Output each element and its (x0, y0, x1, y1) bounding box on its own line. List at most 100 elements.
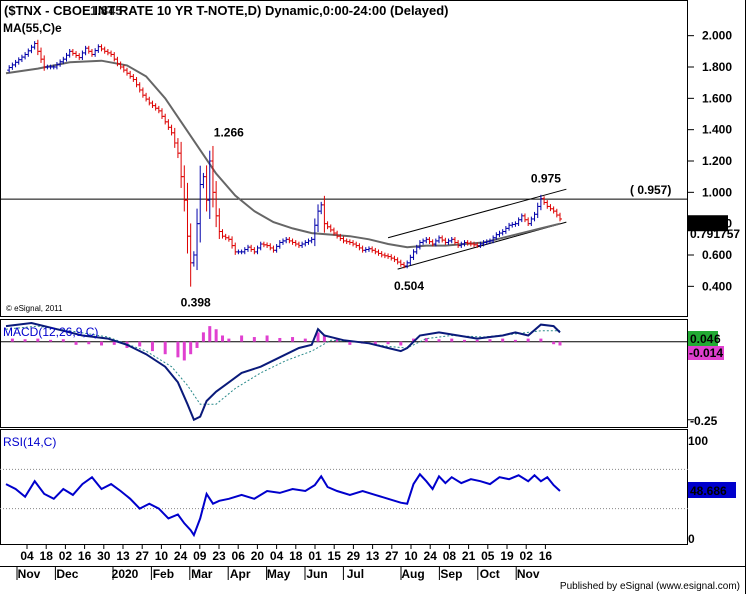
rsi-label: RSI(14,C) (3, 435, 56, 449)
x-day-label: 02 (520, 549, 534, 563)
rsi-value-badge (688, 482, 736, 498)
x-day-label: 20 (251, 549, 265, 563)
macd-hist-bar (182, 341, 186, 361)
x-day-label: 16 (539, 549, 553, 563)
macd-hist-bar (488, 339, 492, 342)
x-month-label: Dec (56, 567, 78, 581)
macd-hist-bar (278, 337, 282, 342)
chart-title: ($TNX - CBOE INT RATE 10 YR T-NOTE,D) Dy… (4, 3, 449, 18)
price-ytick-label: 1.600 (702, 91, 732, 105)
macd-hist-bar (539, 338, 543, 342)
price-ytick-label: 1.200 (702, 154, 732, 168)
macd-hist-bar (399, 341, 403, 346)
rsi-layer: 100 0 48.686 (0, 434, 736, 546)
x-day-label: 18 (40, 549, 54, 563)
x-day-label: 18 (289, 549, 303, 563)
macd-hist-bar (49, 339, 53, 342)
x-day-label: 08 (443, 549, 457, 563)
price-ytick-label: 0.600 (702, 248, 732, 262)
x-month-label: Nov (18, 567, 41, 581)
rsi-ytick-label: 0 (688, 532, 695, 546)
x-day-label: 30 (97, 549, 111, 563)
price-panel (0, 0, 688, 317)
x-month-label: Feb (153, 567, 174, 581)
x-day-label: 15 (328, 549, 342, 563)
macd-value-suffix: 6 (714, 332, 721, 346)
macd-hist-bar (227, 338, 231, 342)
macd-hist-bar (501, 338, 505, 342)
x-month-label: 2020 (112, 567, 139, 581)
price-ytick-label: 1.000 (702, 185, 732, 199)
price-ytick-label: 0.400 (702, 279, 732, 293)
price-layer: 2.0001.8001.6001.4001.2001.0000.8000.600… (0, 29, 740, 310)
macd-hist-bar (265, 335, 269, 342)
macd-hist-bar (348, 341, 352, 345)
macd-hist-bar (303, 338, 307, 342)
x-day-label: 27 (136, 549, 150, 563)
x-day-label: 01 (308, 549, 322, 563)
title-overlay: 1.845 (90, 3, 123, 18)
ma-label: MA(55,C)e (3, 21, 62, 35)
macd-hist-bar (513, 339, 517, 342)
x-day-label: 13 (366, 549, 380, 563)
price-ytick-label: 1.400 (702, 123, 732, 137)
channel-upper-line (387, 188, 567, 239)
macd-hist-bar (316, 332, 320, 342)
macd-hist-bar (437, 339, 441, 342)
macd-hist-bar (208, 326, 212, 342)
price-ytick-label: 2.000 (702, 29, 732, 43)
macd-hist-bar (386, 341, 390, 345)
macd-hist-bar (412, 338, 416, 342)
x-month-label: Oct (480, 567, 500, 581)
x-day-label: 09 (193, 549, 207, 563)
x-month-label: May (267, 567, 291, 581)
macd-hist-bar (87, 341, 91, 345)
macd-hist-bar (201, 332, 205, 342)
macd-hist-bar (240, 335, 244, 342)
x-month-label: Apr (230, 567, 251, 581)
x-day-label: 13 (116, 549, 130, 563)
macd-hist-bar (214, 329, 218, 342)
macd-hist-bar (138, 341, 142, 347)
x-day-label: 02 (59, 549, 73, 563)
macd-hist-bar (36, 338, 40, 342)
x-day-label: 06 (232, 549, 246, 563)
rsi-value: 48.686 (690, 484, 727, 498)
macd-hist-bar (10, 338, 14, 342)
price-annotation: 0.975 (531, 171, 561, 185)
x-day-label: 29 (347, 549, 361, 563)
macd-hist-bar (450, 338, 454, 342)
x-day-label: 10 (155, 549, 169, 563)
macd-hist-bar (462, 339, 466, 342)
macd-hist-bar (23, 339, 27, 342)
rsi-line (5, 472, 561, 538)
macd-hist-bar (291, 337, 295, 342)
macd-hist-bar (322, 335, 326, 342)
macd-hist-bar (526, 338, 530, 342)
x-day-label: 10 (404, 549, 418, 563)
rsi-ytick-label: 100 (688, 434, 708, 448)
macd-value-badge (688, 331, 718, 346)
axis-layer: 04 18 02 16 30 13 27 10 24 09 23 06 20 04 18 01 15 29 13 27… (16, 545, 553, 581)
macd-hist-badge (688, 346, 724, 360)
macd-hist-bar (100, 341, 104, 346)
macd-hist-bar (558, 341, 562, 346)
macd-hist-bar (189, 341, 193, 355)
macd-hist-bar (74, 341, 78, 345)
x-day-label: 04 (20, 549, 34, 563)
macd-value: 0.04 (690, 332, 714, 346)
level-label: ( 0.957) (630, 183, 671, 197)
macd-hist-bar (373, 341, 377, 345)
macd-hist-value: -0.014 (689, 346, 723, 360)
macd-hist-bar (176, 341, 180, 358)
x-day-label: 24 (424, 549, 438, 563)
macd-hist-bar (61, 339, 65, 342)
x-day-label: 05 (481, 549, 495, 563)
price-annotation: 1.266 (214, 126, 244, 140)
macd-hist-bar (552, 341, 556, 345)
x-day-label: 24 (174, 549, 188, 563)
x-day-label: 23 (212, 549, 226, 563)
price-last-badge (688, 215, 728, 232)
price-last-value: 0.829 (691, 217, 721, 231)
